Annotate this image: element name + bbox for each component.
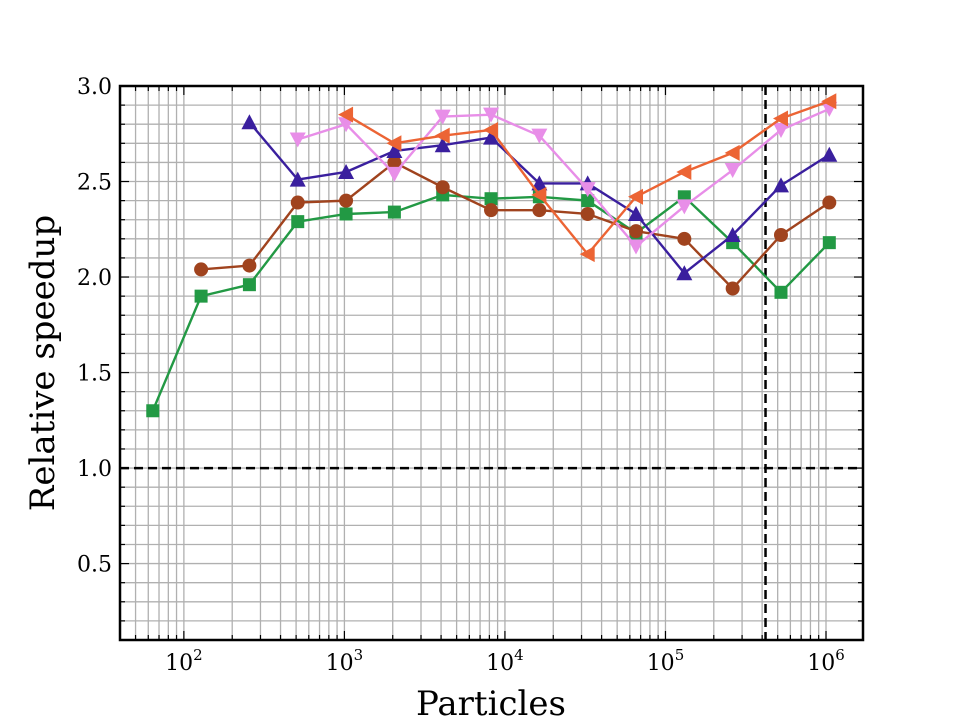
x-tick-label: 102 [165, 646, 203, 676]
series-line [200, 161, 830, 290]
data-point [676, 199, 693, 215]
data-point [387, 155, 402, 170]
data-point [339, 193, 354, 208]
data-point [386, 166, 403, 182]
data-point [434, 127, 450, 144]
data-point [242, 258, 257, 273]
x-tick-label: 105 [647, 646, 685, 676]
data-point [434, 137, 451, 153]
data-point [676, 265, 693, 281]
data-point [531, 128, 548, 144]
y-tick-label: 2.5 [77, 171, 112, 196]
data-point [242, 278, 256, 292]
data-point [289, 171, 306, 187]
x-tick-label: 106 [807, 646, 845, 676]
data-point [581, 194, 595, 208]
data-point [774, 285, 788, 299]
data-point [822, 236, 836, 250]
plot-frame [118, 84, 865, 642]
data-point [289, 132, 306, 148]
data-point [483, 121, 499, 138]
data-point [338, 106, 354, 123]
data-point [580, 206, 595, 221]
data-point [435, 180, 450, 195]
data-point [532, 203, 547, 218]
data-point [772, 110, 788, 127]
y-tick-label: 2.0 [77, 266, 112, 291]
series-4 [289, 101, 838, 255]
data-point [387, 205, 401, 219]
data-point [773, 228, 788, 243]
y-axis-label: Relative speedup [23, 215, 63, 511]
data-point [531, 175, 548, 191]
tick-marks [119, 85, 863, 641]
y-tick-label: 3.0 [77, 75, 112, 100]
data-point [484, 203, 499, 218]
data-point [579, 182, 596, 198]
data-point [724, 227, 741, 243]
data-point [677, 231, 692, 246]
data-point [484, 192, 498, 206]
data-point [676, 163, 692, 180]
data-point [290, 195, 305, 210]
data-point [628, 188, 644, 205]
series-2 [194, 155, 837, 296]
reference-lines [120, 86, 863, 640]
series-line [297, 107, 830, 248]
data-point [483, 107, 500, 123]
data-point [386, 142, 403, 158]
data-point [194, 289, 208, 303]
x-axis-label: Particles [416, 684, 566, 720]
data-point [725, 281, 740, 296]
data-point [724, 144, 740, 161]
data-point [822, 195, 837, 210]
data-point [434, 109, 451, 125]
data-point [772, 122, 789, 138]
y-tick-labels: 0.5 1.0 1.5 2.0 2.5 3.0 [77, 75, 112, 578]
data-point [628, 239, 645, 255]
data-point [772, 177, 789, 193]
x-tick-label: 104 [486, 646, 524, 676]
data-point [821, 146, 838, 162]
series-5 [338, 93, 837, 263]
data-point [579, 246, 595, 263]
x-tick-labels: 102 103 104 105 106 [165, 646, 845, 676]
data-point [338, 163, 355, 179]
data-point [339, 207, 353, 221]
data-point [386, 135, 402, 152]
data-point [291, 215, 305, 229]
data-point [724, 163, 741, 179]
series-3 [241, 114, 838, 281]
data-point [146, 404, 160, 418]
y-tick-label: 1.5 [77, 362, 112, 387]
series-layer [146, 93, 838, 418]
data-point [194, 262, 209, 277]
y-tick-label: 1.0 [77, 457, 112, 482]
data-point [241, 114, 258, 130]
data-point [821, 93, 837, 110]
data-point [483, 129, 500, 145]
y-tick-label: 0.5 [77, 553, 112, 578]
data-point [628, 205, 645, 221]
data-point [531, 186, 547, 203]
data-point [629, 224, 644, 239]
x-tick-label: 103 [326, 646, 364, 676]
